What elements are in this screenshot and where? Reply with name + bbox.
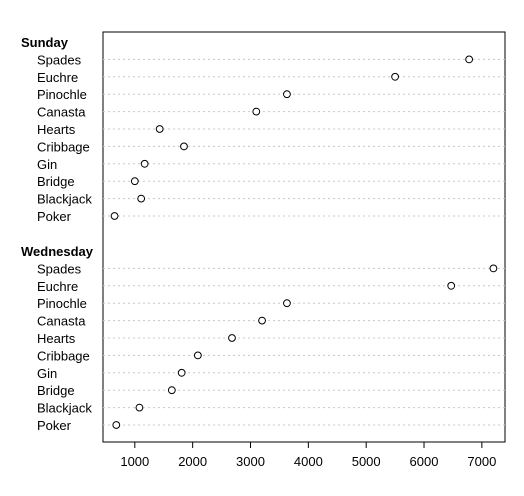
x-tick-label: 3000 (236, 454, 265, 469)
data-point (135, 403, 144, 412)
group-label: Sunday (21, 35, 69, 50)
row-label: Hearts (37, 122, 76, 137)
data-point (465, 55, 474, 64)
group-label: Wednesday (21, 244, 94, 259)
row-label: Euchre (37, 279, 78, 294)
gridlines (103, 58, 505, 426)
x-axis: 1000 2000 3000 4000 5000 6000 7000 (120, 442, 496, 469)
data-point (258, 316, 266, 325)
row-label: Spades (37, 52, 82, 67)
data-point (112, 421, 121, 429)
x-tick-label: 7000 (467, 454, 496, 469)
data-point (489, 264, 498, 273)
data-point (252, 107, 261, 116)
group-labels: Sunday Wednesday (21, 35, 94, 259)
row-label: Canasta (37, 105, 86, 120)
data-point (167, 386, 176, 395)
row-label: Cribbage (37, 348, 90, 363)
row-label: Spades (37, 261, 82, 276)
x-tick-label: 4000 (294, 454, 323, 469)
data-points (110, 55, 498, 429)
row-label: Cribbage (37, 139, 90, 154)
data-point (110, 212, 119, 220)
data-point (137, 194, 146, 203)
row-label: Blackjack (37, 401, 92, 416)
row-label: Hearts (37, 331, 76, 346)
x-tick-label: 5000 (352, 454, 381, 469)
row-label: Poker (37, 209, 72, 224)
data-point (283, 299, 291, 308)
data-point (177, 368, 186, 377)
data-point (130, 177, 139, 186)
row-label: Bridge (37, 174, 75, 189)
data-point (283, 90, 291, 99)
row-label: Bridge (37, 383, 75, 398)
data-point (155, 125, 164, 133)
data-point (391, 72, 400, 81)
row-label: Gin (37, 157, 57, 172)
data-point (193, 351, 202, 360)
row-label: Gin (37, 366, 57, 381)
plot-frame (102, 31, 506, 443)
x-tick-label: 6000 (410, 454, 439, 469)
x-tick-label: 1000 (120, 454, 149, 469)
row-label: Pinochle (37, 87, 87, 102)
data-point (447, 281, 456, 290)
data-point (228, 334, 236, 342)
row-label: Euchre (37, 70, 78, 85)
x-tick-label: 2000 (178, 454, 207, 469)
row-label: Pinochle (37, 296, 87, 311)
data-point (180, 142, 188, 151)
data-point (140, 159, 149, 168)
row-labels: Spades Euchre Pinochle Canasta Hearts Cribbag… (37, 52, 92, 433)
row-label: Blackjack (37, 192, 92, 207)
row-label: Canasta (37, 314, 86, 329)
row-label: Poker (37, 418, 72, 433)
